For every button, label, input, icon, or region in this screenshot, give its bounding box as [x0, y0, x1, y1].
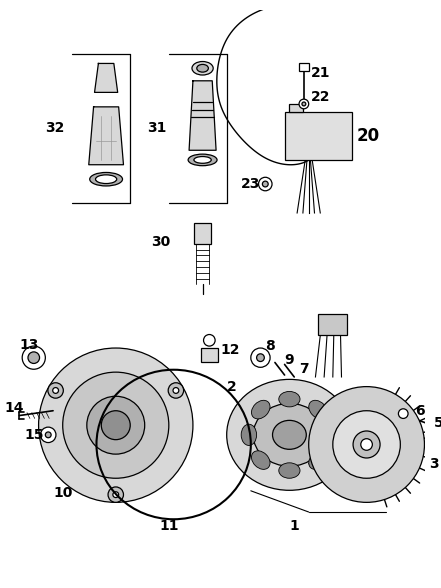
Polygon shape	[89, 107, 123, 165]
Ellipse shape	[188, 154, 217, 166]
Text: 22: 22	[310, 90, 330, 104]
Ellipse shape	[279, 463, 300, 478]
Circle shape	[87, 396, 145, 454]
Ellipse shape	[197, 65, 208, 72]
Text: 7: 7	[299, 362, 309, 376]
Circle shape	[38, 348, 193, 502]
Circle shape	[108, 487, 123, 502]
Text: 31: 31	[148, 121, 167, 135]
Circle shape	[302, 102, 306, 106]
Text: 9: 9	[284, 353, 294, 366]
Circle shape	[41, 427, 56, 443]
Bar	[201, 348, 218, 362]
Circle shape	[299, 99, 309, 109]
Bar	[194, 223, 211, 244]
Ellipse shape	[96, 175, 117, 183]
Text: 15: 15	[24, 428, 44, 442]
Text: 1: 1	[289, 519, 299, 533]
Circle shape	[353, 431, 380, 458]
Ellipse shape	[192, 62, 213, 75]
Ellipse shape	[273, 420, 306, 449]
Text: 30: 30	[151, 235, 171, 249]
Bar	[289, 104, 303, 112]
Text: 3: 3	[429, 457, 439, 471]
Text: 23: 23	[241, 177, 261, 191]
Circle shape	[173, 387, 179, 393]
Text: 20: 20	[357, 127, 380, 145]
Circle shape	[333, 411, 400, 478]
Text: 32: 32	[45, 121, 65, 135]
Text: 11: 11	[159, 519, 179, 533]
Ellipse shape	[251, 451, 270, 469]
Circle shape	[168, 383, 183, 398]
Circle shape	[257, 354, 264, 362]
Ellipse shape	[241, 424, 257, 446]
Circle shape	[204, 335, 215, 346]
Ellipse shape	[279, 392, 300, 407]
Polygon shape	[189, 81, 216, 151]
Text: 2: 2	[227, 380, 236, 393]
Ellipse shape	[309, 451, 327, 469]
Circle shape	[63, 372, 169, 478]
Polygon shape	[94, 64, 118, 92]
Text: 13: 13	[19, 338, 39, 352]
Circle shape	[45, 432, 51, 437]
Circle shape	[251, 348, 270, 368]
Text: 10: 10	[53, 486, 72, 500]
Circle shape	[28, 352, 40, 363]
Ellipse shape	[90, 172, 123, 186]
Circle shape	[309, 386, 424, 502]
Circle shape	[101, 411, 130, 440]
Circle shape	[22, 346, 45, 369]
Ellipse shape	[253, 403, 325, 466]
Circle shape	[53, 387, 59, 393]
Circle shape	[398, 409, 408, 419]
Circle shape	[361, 439, 372, 450]
Bar	[284, 112, 352, 160]
Ellipse shape	[251, 400, 270, 419]
Ellipse shape	[194, 156, 211, 163]
Text: 14: 14	[5, 401, 24, 415]
Text: 12: 12	[220, 343, 239, 357]
Text: 21: 21	[310, 66, 330, 80]
Circle shape	[262, 181, 268, 187]
Text: 8: 8	[265, 339, 275, 353]
Bar	[299, 64, 309, 71]
Text: 6: 6	[415, 404, 424, 417]
Circle shape	[113, 492, 119, 497]
Circle shape	[258, 177, 272, 191]
Ellipse shape	[309, 400, 327, 419]
Bar	[318, 314, 347, 336]
Text: 5: 5	[434, 416, 441, 430]
Ellipse shape	[322, 424, 338, 446]
Ellipse shape	[227, 379, 352, 490]
Circle shape	[48, 383, 64, 398]
